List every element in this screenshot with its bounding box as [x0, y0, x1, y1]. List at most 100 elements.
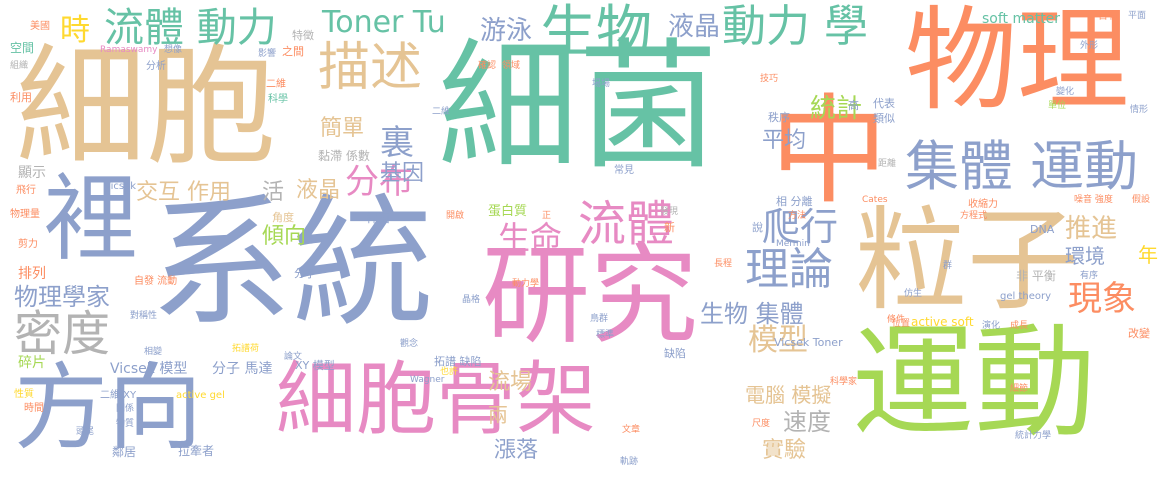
word-ganjun: 桿菌	[366, 211, 391, 225]
word-wenzhang: 文章	[622, 425, 641, 435]
word-wuli: 物理	[905, 0, 1129, 126]
word-ramaswamy: Ramaswamy	[100, 45, 158, 55]
word-qingxiang: 傾向	[262, 224, 307, 249]
word-fenxi: 分析	[146, 61, 166, 72]
word-liyong: 利用	[10, 91, 32, 104]
word-xibaogujia: 細胞骨架	[276, 353, 596, 446]
word-tuijin: 推進	[1065, 214, 1118, 244]
word-tongjilixue: 統計力學	[1015, 431, 1052, 441]
word-zaoyin: 噪音 強度	[1074, 195, 1113, 205]
word-liuti-mid: 流體	[578, 196, 675, 252]
word-jiashe: 假設	[1132, 195, 1151, 205]
word-qun: 群	[943, 261, 953, 271]
word-yizhi: 也許	[440, 367, 459, 377]
word-yingxiang: 影響	[258, 49, 277, 59]
word-vicsek-small: Vicsek	[104, 181, 137, 192]
word-zhijian: 之間	[282, 45, 304, 58]
word-shiyan: 實驗	[762, 438, 807, 463]
word-lilun: 理論	[745, 244, 833, 295]
word-shengwu-jiti: 生物 集體	[700, 300, 804, 328]
word-fenbu: 分布	[345, 162, 413, 202]
word-jiaohu: 交互 作用	[136, 180, 231, 205]
word-jiandan: 簡單	[320, 116, 365, 141]
word-shuo: 說	[752, 221, 763, 234]
word-wulixuejia: 物理學家	[14, 283, 110, 311]
word-tiaojian: 條件	[887, 315, 906, 325]
word-yejing-mid: 液晶	[296, 178, 341, 203]
word-activegel: active gel	[176, 390, 225, 401]
word-laqianzhe: 拉牽者	[178, 444, 215, 458]
word-moxing: 模型	[748, 323, 808, 358]
word-linju: 鄰居	[112, 445, 137, 459]
word-zhong: 中	[770, 82, 889, 220]
word-youxu: 有序	[1080, 271, 1099, 281]
word-xiangfenli: 相 分離	[776, 195, 813, 208]
word-xijun: 細菌	[438, 26, 719, 189]
word-lunwen: 論文	[284, 352, 303, 362]
word-erwei: 二維	[266, 79, 286, 90]
word-tapu: 拓譜 缺陷	[434, 355, 482, 368]
word-zhengyin: 正	[542, 211, 552, 221]
word-pingjun: 平均	[762, 128, 807, 153]
word-mermin: Mermin	[776, 239, 810, 249]
word-wuzhi: 物質	[116, 419, 135, 429]
word-tongji: 統計	[810, 94, 863, 124]
word-yundong-big: 運動	[852, 312, 1096, 454]
word-midu: 密度	[14, 306, 111, 362]
word-dingli: 軌跡	[620, 457, 639, 467]
word-tapuhe: 拓譜荷	[232, 344, 260, 354]
word-fenzi: 分子	[294, 267, 316, 280]
word-yejing-top: 液晶	[668, 12, 721, 42]
word-feixing: 飛行	[16, 185, 36, 196]
word-yanjiu: 研究	[482, 234, 699, 359]
word-meiguo: 美國	[30, 21, 50, 32]
word-vicsek: Vicsek 模型	[110, 361, 188, 377]
word-hezuo: 確認	[478, 61, 497, 71]
word-youyong: 游泳	[480, 16, 533, 46]
word-diannao: 電腦 模擬	[745, 383, 832, 407]
word-dna: DNA	[1030, 223, 1055, 236]
word-chidu: 尺度	[752, 419, 771, 429]
word-sudu: 速度	[783, 408, 831, 436]
word-bianhua: 變化	[1056, 87, 1075, 97]
word-xianshi: 顯示	[18, 165, 46, 181]
word-danbaizhi: 蛋白質	[488, 204, 528, 219]
word-xiangbian: 相變	[144, 347, 163, 357]
word-faxian: 關係	[116, 404, 135, 414]
word-changjian: 常見	[614, 165, 634, 176]
word-pailie: 排列	[18, 266, 46, 282]
word-shengwu: 生物	[540, 0, 652, 65]
word-jiti-yundong: 集體 運動	[905, 135, 1139, 198]
word-li2: 裏	[380, 123, 414, 163]
word-vicsektoner: Vicsek Toner	[774, 336, 843, 349]
word-suipian: 碎片	[18, 355, 46, 371]
word-queren: 二維	[432, 107, 451, 117]
word-xingzhi: 性質	[14, 389, 34, 400]
word-xibao-big: 細胞	[16, 31, 277, 183]
word-changcheng: 長程	[714, 259, 733, 269]
word-xijie: 細節	[1010, 384, 1029, 394]
word-pingmian: 平面	[1128, 11, 1147, 21]
word-kexuejia: 科學家	[830, 377, 858, 387]
word-zhichu: 領域	[502, 61, 521, 71]
word-daibiao: 代表	[873, 97, 895, 110]
word-paxing: 爬行	[762, 205, 839, 249]
word-chengzhang: 成長	[1010, 321, 1029, 331]
word-nian: 年	[1138, 243, 1158, 267]
word-guanlian: 觀念	[400, 339, 419, 349]
word-zhixu: 秩序	[768, 111, 790, 124]
word-feipingheng: 非 平衡	[1016, 269, 1056, 283]
word-xymoxing: XY 模型	[295, 359, 335, 372]
word-fenzi-mada: 分子 馬達	[212, 361, 273, 377]
word-jingge: 晶格	[462, 295, 481, 305]
word-zhangluo: 漲落	[494, 438, 539, 463]
word-fangfa: 方法	[788, 211, 807, 221]
word-guanxi: 情形	[1130, 105, 1149, 115]
word-activesoft: active soft	[911, 315, 974, 329]
word-xitong: 系統	[150, 181, 434, 346]
word-fangcheng: 方程式	[960, 211, 988, 221]
word-shijian: 時間	[24, 403, 44, 414]
word-shousuoli: 收縮力	[968, 199, 998, 210]
word-dongli-s: 動力學	[512, 279, 540, 289]
word-fangxiang: 方向	[14, 354, 203, 463]
